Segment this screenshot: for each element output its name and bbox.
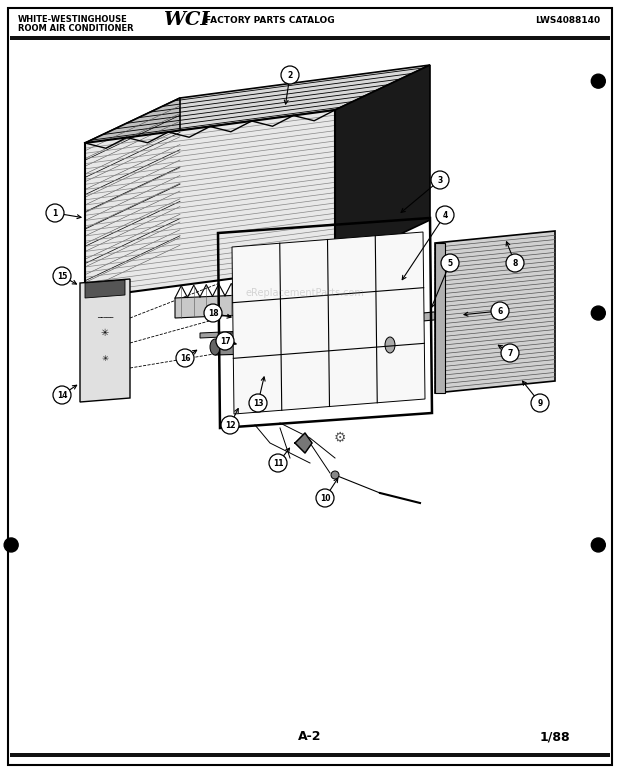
Circle shape: [316, 489, 334, 507]
Text: LWS4088140: LWS4088140: [535, 16, 600, 25]
Polygon shape: [200, 323, 420, 338]
Polygon shape: [230, 328, 380, 338]
Text: FACTORY PARTS CATALOG: FACTORY PARTS CATALOG: [205, 16, 335, 25]
Text: 11: 11: [273, 458, 283, 468]
Circle shape: [431, 171, 449, 189]
Text: 6: 6: [497, 307, 503, 315]
Text: 4: 4: [443, 210, 448, 220]
Text: 1: 1: [52, 209, 58, 217]
Text: 18: 18: [208, 308, 218, 318]
Polygon shape: [85, 65, 430, 143]
Text: ✳: ✳: [102, 353, 108, 363]
Circle shape: [331, 471, 339, 479]
Polygon shape: [380, 310, 455, 325]
Circle shape: [4, 538, 18, 552]
Circle shape: [204, 304, 222, 322]
Circle shape: [249, 394, 267, 412]
Circle shape: [281, 66, 299, 84]
Text: 8: 8: [512, 258, 518, 267]
Circle shape: [46, 204, 64, 222]
Text: 5: 5: [448, 258, 453, 267]
Circle shape: [436, 206, 454, 224]
Polygon shape: [175, 288, 400, 318]
Text: 13: 13: [253, 399, 264, 407]
Text: 16: 16: [180, 353, 190, 363]
Circle shape: [441, 254, 459, 272]
Ellipse shape: [385, 337, 395, 353]
Circle shape: [591, 538, 605, 552]
Polygon shape: [215, 336, 390, 355]
Text: 9: 9: [538, 399, 542, 407]
Text: 2: 2: [288, 70, 293, 80]
Circle shape: [221, 416, 239, 434]
Text: WHITE-WESTINGHOUSE: WHITE-WESTINGHOUSE: [18, 15, 128, 24]
Text: 1/88: 1/88: [539, 730, 570, 743]
Text: A-2: A-2: [298, 730, 322, 743]
Polygon shape: [85, 110, 335, 298]
Polygon shape: [435, 243, 445, 393]
Polygon shape: [85, 280, 125, 298]
Text: 17: 17: [219, 336, 230, 346]
Bar: [10, 36, 610, 40]
Text: eReplacementParts.com: eReplacementParts.com: [246, 288, 365, 298]
Polygon shape: [85, 98, 180, 298]
Circle shape: [506, 254, 524, 272]
Circle shape: [591, 74, 605, 88]
Circle shape: [491, 302, 509, 320]
Circle shape: [176, 349, 194, 367]
Text: WCI: WCI: [163, 11, 210, 29]
Text: 7: 7: [507, 349, 513, 357]
Text: ✳: ✳: [101, 328, 109, 338]
Circle shape: [269, 454, 287, 472]
Polygon shape: [435, 231, 555, 393]
Circle shape: [501, 344, 519, 362]
Ellipse shape: [210, 339, 220, 355]
Circle shape: [53, 386, 71, 404]
Polygon shape: [232, 232, 425, 414]
Text: 15: 15: [57, 271, 67, 281]
Circle shape: [216, 332, 234, 350]
Circle shape: [591, 306, 605, 320]
Text: 14: 14: [57, 390, 67, 400]
Circle shape: [53, 267, 71, 285]
Text: ⚙: ⚙: [334, 431, 346, 445]
Polygon shape: [335, 65, 430, 265]
Polygon shape: [80, 279, 130, 402]
Text: 3: 3: [437, 175, 443, 185]
Text: ─────: ─────: [97, 315, 113, 321]
Text: ROOM AIR CONDITIONER: ROOM AIR CONDITIONER: [18, 24, 134, 33]
Text: 10: 10: [320, 493, 330, 502]
Circle shape: [531, 394, 549, 412]
Text: 12: 12: [224, 421, 235, 430]
Bar: [10, 752, 610, 757]
Polygon shape: [295, 433, 312, 453]
